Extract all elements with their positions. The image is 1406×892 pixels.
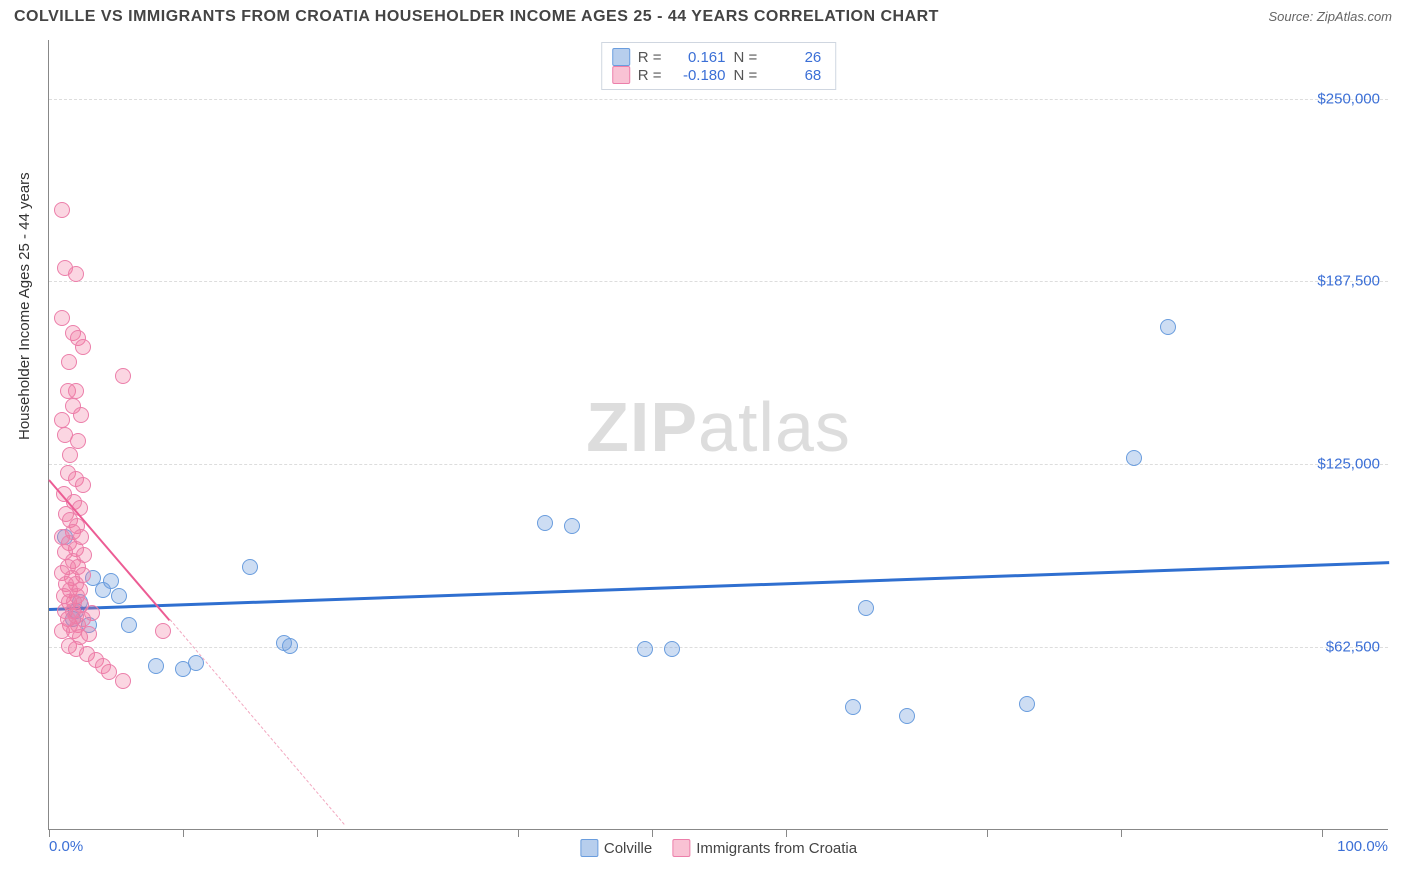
data-point [637, 641, 653, 657]
x-axis-min-label: 0.0% [49, 838, 83, 855]
scatter-plot: ZIPatlas R = 0.161 N = 26 R = -0.180 N =… [48, 40, 1388, 830]
x-axis-max-label: 100.0% [1337, 838, 1388, 855]
data-point [81, 626, 97, 642]
data-point [115, 368, 131, 384]
data-point [103, 573, 119, 589]
legend-item: Colville [580, 839, 652, 857]
legend: Colville Immigrants from Croatia [580, 839, 857, 857]
y-axis-tick-label: $250,000 [1317, 90, 1380, 107]
chart-source: Source: ZipAtlas.com [1268, 9, 1392, 24]
x-axis-tick [183, 829, 184, 837]
x-axis-tick [317, 829, 318, 837]
data-point [1019, 696, 1035, 712]
data-point [68, 266, 84, 282]
x-axis-tick [1121, 829, 1122, 837]
data-point [155, 623, 171, 639]
gridline [49, 99, 1388, 100]
data-point [62, 447, 78, 463]
data-point [282, 638, 298, 654]
gridline [49, 647, 1388, 648]
data-point [148, 658, 164, 674]
x-axis-tick [518, 829, 519, 837]
data-point [84, 605, 100, 621]
swatch-blue-icon [612, 48, 630, 66]
data-point [664, 641, 680, 657]
stats-row: R = -0.180 N = 68 [612, 66, 822, 84]
y-axis-title: Householder Income Ages 25 - 44 years [16, 172, 33, 440]
y-axis-tick-label: $187,500 [1317, 273, 1380, 290]
trend-line [169, 620, 344, 825]
data-point [54, 412, 70, 428]
data-point [68, 641, 84, 657]
data-point [115, 673, 131, 689]
data-point [845, 699, 861, 715]
swatch-pink-icon [612, 66, 630, 84]
data-point [95, 658, 111, 674]
swatch-blue-icon [580, 839, 598, 857]
data-point [858, 600, 874, 616]
watermark: ZIPatlas [586, 387, 851, 467]
data-point [61, 354, 77, 370]
x-axis-tick [652, 829, 653, 837]
chart-header: COLVILLE VS IMMIGRANTS FROM CROATIA HOUS… [14, 8, 1392, 26]
chart-title: COLVILLE VS IMMIGRANTS FROM CROATIA HOUS… [14, 8, 939, 26]
data-point [1160, 319, 1176, 335]
correlation-stats-box: R = 0.161 N = 26 R = -0.180 N = 68 [601, 42, 837, 90]
x-axis-tick [786, 829, 787, 837]
data-point [75, 477, 91, 493]
data-point [70, 433, 86, 449]
stats-row: R = 0.161 N = 26 [612, 48, 822, 66]
x-axis-tick [49, 829, 50, 837]
data-point [242, 559, 258, 575]
data-point [75, 339, 91, 355]
y-axis-tick-label: $125,000 [1317, 456, 1380, 473]
data-point [68, 383, 84, 399]
data-point [1126, 450, 1142, 466]
legend-item: Immigrants from Croatia [672, 839, 857, 857]
data-point [899, 708, 915, 724]
y-axis-tick-label: $62,500 [1326, 639, 1380, 656]
data-point [111, 588, 127, 604]
data-point [73, 407, 89, 423]
data-point [54, 310, 70, 326]
gridline [49, 281, 1388, 282]
swatch-pink-icon [672, 839, 690, 857]
data-point [564, 518, 580, 534]
data-point [121, 617, 137, 633]
x-axis-tick [987, 829, 988, 837]
gridline [49, 464, 1388, 465]
x-axis-tick [1322, 829, 1323, 837]
data-point [537, 515, 553, 531]
data-point [54, 202, 70, 218]
